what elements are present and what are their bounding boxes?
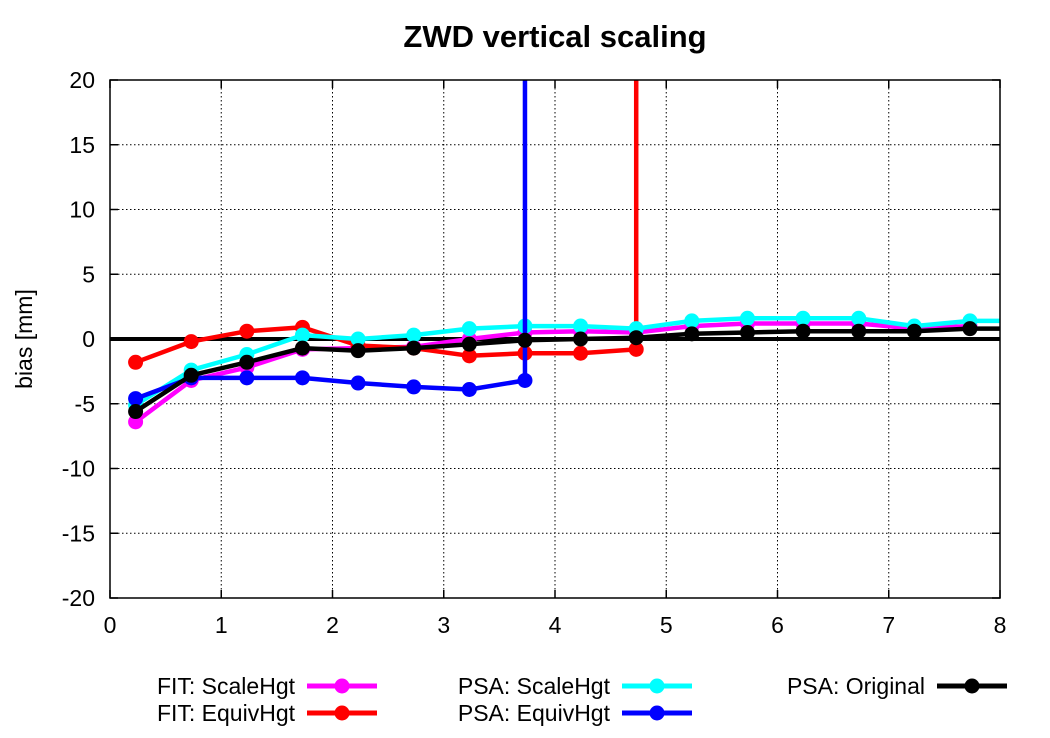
data-point <box>350 343 366 359</box>
y-tick-label: 20 <box>69 67 95 93</box>
x-tick-label: 7 <box>882 612 895 638</box>
legend-item: FIT: EquivHgt <box>157 700 377 726</box>
data-point <box>628 330 644 346</box>
data-point <box>684 326 700 342</box>
data-point <box>239 323 255 339</box>
data-point <box>183 367 199 383</box>
legend-item: PSA: Original <box>787 673 1007 699</box>
data-point <box>239 354 255 370</box>
data-point <box>406 379 422 395</box>
y-tick-label: 0 <box>82 326 95 352</box>
data-point <box>573 331 589 347</box>
data-point <box>628 341 644 357</box>
legend-swatch-marker <box>334 678 350 694</box>
data-point <box>406 327 422 343</box>
data-point <box>461 336 477 352</box>
data-point <box>962 321 978 337</box>
y-tick-label: 10 <box>69 197 95 223</box>
legend-label: PSA: ScaleHgt <box>458 673 611 699</box>
legend-swatch-marker <box>649 705 665 721</box>
data-point <box>517 372 533 388</box>
y-tick-label: -20 <box>62 585 95 611</box>
series-group <box>128 80 1000 430</box>
data-point <box>573 318 589 334</box>
data-point <box>128 414 144 430</box>
legend-swatch-marker <box>334 705 350 721</box>
x-tick-label: 3 <box>437 612 450 638</box>
data-point <box>906 323 922 339</box>
series-line <box>134 321 971 424</box>
data-point <box>795 323 811 339</box>
legend-label: FIT: ScaleHgt <box>157 673 296 699</box>
data-point <box>128 391 144 407</box>
data-point <box>294 327 310 343</box>
data-point <box>851 310 867 326</box>
y-tick-label: 15 <box>69 132 95 158</box>
data-point <box>128 354 144 370</box>
series-line <box>134 325 637 365</box>
data-point <box>406 340 422 356</box>
axis-ticks: 0 1 2 3 4 5 6 7 8 20 15 10 5 0 -5 -10 -15 -20 <box>62 67 1007 638</box>
data-point <box>294 370 310 386</box>
data-point <box>350 375 366 391</box>
data-point <box>128 404 144 420</box>
data-point <box>461 321 477 337</box>
data-point <box>739 310 755 326</box>
data-point <box>795 310 811 326</box>
y-tick-label: 5 <box>82 261 95 287</box>
data-point <box>183 334 199 350</box>
legend-swatch-marker <box>964 678 980 694</box>
legend-item: FIT: ScaleHgt <box>157 673 377 699</box>
x-tick-label: 4 <box>549 612 562 638</box>
data-point <box>239 370 255 386</box>
x-tick-label: 6 <box>771 612 784 638</box>
data-point <box>573 345 589 361</box>
data-point <box>461 382 477 398</box>
chart-title: ZWD vertical scaling <box>403 19 706 54</box>
legend-label: PSA: EquivHgt <box>458 700 611 726</box>
data-point <box>851 323 867 339</box>
x-tick-label: 0 <box>104 612 117 638</box>
series-line <box>134 375 526 401</box>
legend-swatch-marker <box>649 678 665 694</box>
y-tick-label: -10 <box>62 456 95 482</box>
series-line <box>134 326 1000 414</box>
data-point <box>461 348 477 364</box>
x-tick-label: 1 <box>215 612 228 638</box>
data-point <box>684 313 700 329</box>
data-point <box>294 340 310 356</box>
x-tick-label: 5 <box>660 612 673 638</box>
y-tick-label: -15 <box>62 520 95 546</box>
y-axis-label: bias [mm] <box>11 289 37 389</box>
x-tick-label: 8 <box>994 612 1007 638</box>
legend-item: PSA: ScaleHgt <box>458 673 692 699</box>
data-point <box>739 325 755 341</box>
legend-item: PSA: EquivHgt <box>458 700 692 726</box>
x-tick-label: 2 <box>326 612 339 638</box>
legend-label: FIT: EquivHgt <box>157 700 296 726</box>
data-point <box>350 331 366 347</box>
legend-label: PSA: Original <box>787 673 925 699</box>
data-point <box>517 332 533 348</box>
gridlines <box>110 80 1000 598</box>
y-tick-label: -5 <box>75 391 95 417</box>
series-psa-original <box>128 321 1000 420</box>
